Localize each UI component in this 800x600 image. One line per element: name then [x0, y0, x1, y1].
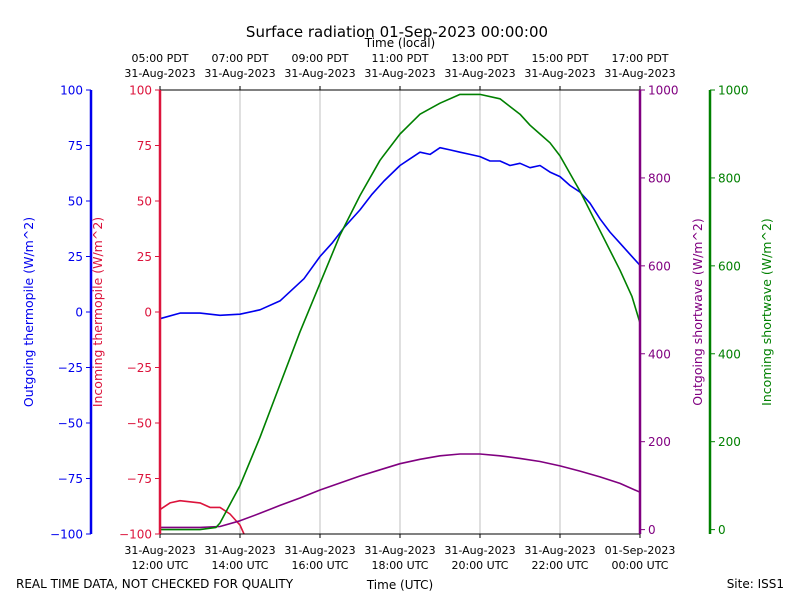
top-tick-label: 15:00 PDT: [531, 52, 588, 65]
incoming-thermopile-tick-label: 100: [129, 84, 152, 98]
top-tick-label: 09:00 PDT: [291, 52, 348, 65]
incoming-shortwave-tick-label: 0: [718, 523, 726, 537]
outgoing-shortwave-tick-label: 0: [648, 523, 656, 537]
top-tick-label: 31-Aug-2023: [124, 67, 195, 80]
top-tick-label: 31-Aug-2023: [444, 67, 515, 80]
x-tick-label: 31-Aug-2023: [444, 544, 515, 557]
top-tick-label: 31-Aug-2023: [524, 67, 595, 80]
outgoing-thermopile-tick-label: 0: [75, 306, 83, 320]
x-axis-label: Time (UTC): [366, 578, 433, 592]
x-tick-label: 22:00 UTC: [531, 559, 588, 572]
incoming-thermopile-tick-label: 75: [137, 139, 152, 153]
top-tick-label: 17:00 PDT: [611, 52, 668, 65]
outgoing-thermopile-tick-label: −50: [58, 417, 83, 431]
x-tick-label: 14:00 UTC: [211, 559, 268, 572]
series-outgoing-shortwave: [160, 453, 641, 529]
outgoing-thermopile-axis-label: Outgoing thermopile (W/m^2): [21, 217, 36, 407]
grid-lines: [239, 90, 561, 534]
series-incoming-shortwave: [160, 93, 641, 531]
x-tick-label: 18:00 UTC: [371, 559, 428, 572]
x-tick-label: 16:00 UTC: [291, 559, 348, 572]
outgoing-thermopile-tick-label: −75: [58, 472, 83, 486]
incoming-thermopile-tick-label: 50: [137, 195, 152, 209]
x-tick-label: 00:00 UTC: [611, 559, 668, 572]
outgoing-thermopile-tick-label: −25: [58, 361, 83, 375]
x-tick-label: 31-Aug-2023: [284, 544, 355, 557]
series-outgoing-thermopile: [159, 146, 641, 320]
outgoing-thermopile-tick-label: 100: [60, 84, 83, 98]
outgoing-thermopile-tick-label: 50: [68, 195, 83, 209]
incoming-shortwave-tick-label: 1000: [718, 84, 749, 98]
outgoing-shortwave-tick-label: 400: [648, 347, 671, 361]
outgoing-shortwave-tick-label: 200: [648, 435, 671, 449]
outgoing-shortwave-tick-label: 1000: [648, 84, 679, 98]
top-tick-label: 05:00 PDT: [131, 52, 188, 65]
top-tick-label: 31-Aug-2023: [284, 67, 355, 80]
top-tick-label: 13:00 PDT: [451, 52, 508, 65]
incoming-shortwave-tick-label: 800: [718, 171, 741, 185]
chart-title: Surface radiation 01-Sep-2023 00:00:00: [246, 23, 548, 41]
axes-layer: 31-Aug-2023 12:00 UTC 31-Aug-2023 14:00 UTC…: [21, 52, 774, 572]
outgoing-shortwave-axis-label: Outgoing shortwave (W/m^2): [690, 218, 705, 406]
x-tick-label: 31-Aug-2023: [364, 544, 435, 557]
incoming-thermopile-tick-label: 0: [144, 306, 152, 320]
series-layer: [159, 93, 641, 535]
incoming-thermopile-tick-label: −75: [127, 472, 152, 486]
top-tick-label: 31-Aug-2023: [604, 67, 675, 80]
incoming-thermopile-tick-label: 25: [137, 250, 152, 264]
outgoing-shortwave-tick-label: 800: [648, 171, 671, 185]
incoming-shortwave-tick-label: 200: [718, 435, 741, 449]
top-tick-label: 31-Aug-2023: [204, 67, 275, 80]
outgoing-thermopile-tick-label: 25: [68, 250, 83, 264]
x-tick-label: 31-Aug-2023: [124, 544, 195, 557]
series-incoming-thermopile: [159, 499, 245, 535]
incoming-thermopile-axis-label: Incoming thermopile (W/m^2): [90, 217, 105, 407]
outgoing-shortwave-tick-label: 600: [648, 259, 671, 273]
incoming-thermopile-tick-label: −100: [119, 528, 152, 542]
top-tick-label: 07:00 PDT: [211, 52, 268, 65]
x-tick-label: 20:00 UTC: [451, 559, 508, 572]
incoming-thermopile-tick-label: −25: [127, 361, 152, 375]
top-tick-label: 31-Aug-2023: [364, 67, 435, 80]
incoming-shortwave-tick-label: 400: [718, 347, 741, 361]
incoming-thermopile-tick-label: −50: [127, 417, 152, 431]
top-tick-label: 11:00 PDT: [371, 52, 428, 65]
outgoing-thermopile-tick-label: 75: [68, 139, 83, 153]
site-label: Site: ISS1: [727, 577, 784, 591]
x-tick-label: 01-Sep-2023: [605, 544, 676, 557]
quality-note: REAL TIME DATA, NOT CHECKED FOR QUALITY: [16, 577, 294, 591]
top-axis-label: Time (local): [364, 36, 436, 50]
x-tick-label: 12:00 UTC: [131, 559, 188, 572]
x-tick-label: 31-Aug-2023: [204, 544, 275, 557]
x-tick-label: 31-Aug-2023: [524, 544, 595, 557]
incoming-shortwave-tick-label: 600: [718, 259, 741, 273]
incoming-shortwave-axis-label: Incoming shortwave (W/m^2): [759, 218, 774, 406]
outgoing-thermopile-tick-label: −100: [50, 528, 83, 542]
